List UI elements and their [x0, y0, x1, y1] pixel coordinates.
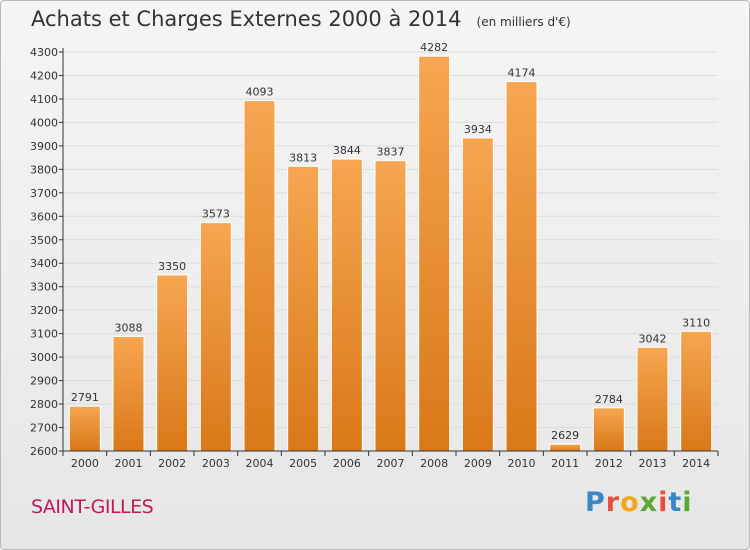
x-tick-label: 2005 — [289, 457, 317, 470]
x-tick-label: 2000 — [71, 457, 99, 470]
y-tick-label: 3200 — [30, 304, 58, 317]
y-tick-label: 4100 — [30, 93, 58, 106]
x-tick-label: 2009 — [464, 457, 492, 470]
brand-logo-letter: P — [585, 487, 606, 518]
x-tick-label: 2002 — [158, 457, 186, 470]
x-tick-label: 2004 — [246, 457, 274, 470]
chart-title-text: Achats et Charges Externes 2000 à 2014 — [31, 7, 462, 31]
axes — [62, 48, 718, 452]
brand-logo-letter: i — [658, 487, 669, 518]
bar — [330, 158, 363, 452]
x-tick-label: 2006 — [333, 457, 361, 470]
y-tick-label: 4200 — [30, 69, 58, 82]
bar — [461, 137, 494, 452]
x-tick-label: 2014 — [682, 457, 710, 470]
x-tick-label: 2011 — [551, 457, 579, 470]
data-label: 4093 — [246, 86, 274, 99]
brand-logo: Proxiti — [585, 487, 693, 518]
bar — [636, 346, 669, 452]
y-tick-label: 3800 — [30, 163, 58, 176]
y-axis-ticks: 2600 2700 2800 2900 3000 3100 3200 3300 3400 3500… — [30, 46, 63, 458]
x-tick-label: 2010 — [508, 457, 536, 470]
data-label: 2629 — [551, 429, 579, 442]
y-tick-label: 3400 — [30, 257, 58, 270]
y-tick-label: 3000 — [30, 351, 58, 364]
data-label: 3042 — [639, 332, 667, 345]
bar — [243, 100, 276, 452]
data-label: 4174 — [508, 67, 536, 80]
data-label: 2784 — [595, 393, 623, 406]
unit-note: (en milliers d'€) — [476, 15, 571, 29]
bar — [592, 407, 625, 452]
y-tick-label: 3300 — [30, 281, 58, 294]
bar — [68, 405, 101, 452]
data-label: 3837 — [377, 146, 405, 159]
y-tick-label: 4300 — [30, 46, 58, 59]
y-tick-label: 2600 — [30, 445, 58, 458]
brand-logo-letter: x — [639, 487, 659, 518]
y-tick-label: 3600 — [30, 210, 58, 223]
y-tick-label: 2700 — [30, 422, 58, 435]
data-label: 3813 — [289, 151, 317, 164]
brand-logo-letter: t — [668, 487, 683, 518]
y-tick-label: 4000 — [30, 116, 58, 129]
bar — [680, 330, 713, 452]
brand-logo-letter: i — [682, 487, 693, 518]
x-tick-label: 2001 — [115, 457, 143, 470]
y-tick-label: 3900 — [30, 140, 58, 153]
data-label: 3110 — [682, 316, 710, 329]
bar — [112, 335, 145, 452]
y-tick-label: 2900 — [30, 375, 58, 388]
x-tick-label: 2008 — [420, 457, 448, 470]
data-label: 3088 — [115, 321, 143, 334]
location-label: SAINT-GILLES — [31, 496, 154, 518]
x-axis-ticks: 2000 2001 2002 2003 2004 2005 2006 2007 2008 2009… — [62, 451, 719, 470]
data-label: 3844 — [333, 144, 361, 157]
x-tick-label: 2003 — [202, 457, 230, 470]
bar — [505, 81, 538, 452]
bar — [549, 443, 582, 452]
y-tick-label: 3100 — [30, 328, 58, 341]
bar — [374, 160, 407, 452]
data-label: 4282 — [420, 41, 448, 54]
brand-logo-letter: r — [605, 487, 621, 518]
brand-logo-letter: o — [620, 487, 640, 518]
y-tick-label: 3700 — [30, 187, 58, 200]
data-label: 3934 — [464, 123, 492, 136]
x-tick-label: 2007 — [377, 457, 405, 470]
bar — [199, 222, 232, 452]
bar — [418, 55, 451, 452]
data-label: 2791 — [71, 391, 99, 404]
data-labels: 2791 3088 3350 3573 4093 3813 3844 3837 4282 3934… — [71, 41, 710, 442]
bar — [287, 165, 320, 452]
data-label: 3350 — [158, 260, 186, 273]
bars — [68, 55, 713, 452]
y-tick-label: 2800 — [30, 398, 58, 411]
chart-title: Achats et Charges Externes 2000 à 2014 (… — [31, 7, 571, 31]
data-label: 3573 — [202, 208, 230, 221]
x-tick-label: 2013 — [639, 457, 667, 470]
y-tick-label: 3500 — [30, 234, 58, 247]
x-tick-label: 2012 — [595, 457, 623, 470]
bar — [156, 274, 189, 452]
